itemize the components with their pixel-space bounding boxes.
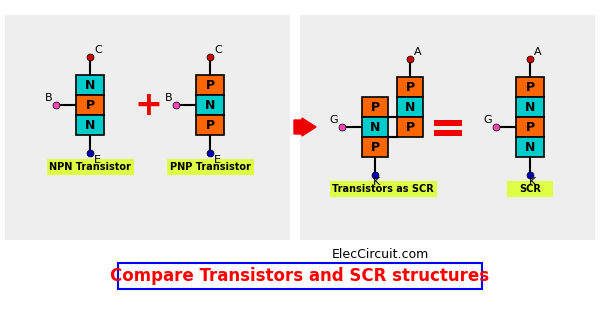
- Bar: [516, 117, 544, 137]
- Bar: [76, 95, 104, 115]
- Text: N: N: [205, 99, 215, 111]
- Bar: [362, 137, 388, 157]
- Text: K: K: [529, 177, 536, 187]
- Bar: [516, 137, 544, 157]
- Text: NPN Transistor: NPN Transistor: [49, 162, 131, 172]
- Bar: [516, 77, 544, 97]
- Text: P: P: [205, 79, 215, 91]
- Text: P: P: [85, 99, 95, 111]
- Text: K: K: [373, 177, 380, 187]
- Text: A: A: [414, 47, 422, 57]
- Text: P: P: [526, 120, 535, 134]
- Text: N: N: [370, 120, 380, 134]
- Text: N: N: [85, 118, 95, 131]
- Bar: [76, 115, 104, 135]
- Text: N: N: [405, 100, 415, 113]
- Text: N: N: [85, 79, 95, 91]
- Bar: [196, 95, 224, 115]
- FancyBboxPatch shape: [507, 181, 553, 197]
- Text: A: A: [534, 47, 542, 57]
- FancyBboxPatch shape: [167, 159, 254, 175]
- Text: P: P: [406, 120, 415, 134]
- Text: P: P: [406, 80, 415, 93]
- Text: P: P: [370, 100, 380, 113]
- Bar: [516, 97, 544, 117]
- Text: Compare Transistors and SCR structures: Compare Transistors and SCR structures: [110, 267, 490, 285]
- Bar: [397, 97, 423, 117]
- Text: B: B: [164, 93, 172, 103]
- Bar: [76, 75, 104, 95]
- Text: G: G: [484, 115, 492, 125]
- Text: SCR: SCR: [519, 184, 541, 194]
- Text: Transistors as SCR: Transistors as SCR: [332, 184, 434, 194]
- Text: N: N: [525, 100, 535, 113]
- Text: +: +: [134, 89, 162, 121]
- FancyBboxPatch shape: [329, 181, 437, 197]
- Text: P: P: [205, 118, 215, 131]
- Bar: [196, 115, 224, 135]
- FancyArrow shape: [294, 118, 316, 136]
- Text: C: C: [94, 45, 102, 55]
- Bar: [397, 117, 423, 137]
- Text: P: P: [370, 140, 380, 154]
- FancyBboxPatch shape: [47, 159, 133, 175]
- Text: E: E: [214, 155, 221, 165]
- Bar: [362, 97, 388, 117]
- Text: B: B: [44, 93, 52, 103]
- Text: E: E: [94, 155, 101, 165]
- FancyBboxPatch shape: [118, 263, 482, 289]
- Text: ElecCircuit.com: ElecCircuit.com: [331, 249, 428, 261]
- Bar: [434, 120, 462, 126]
- Text: C: C: [214, 45, 222, 55]
- Bar: [434, 130, 462, 136]
- Bar: [196, 75, 224, 95]
- Text: N: N: [525, 140, 535, 154]
- Text: PNP Transistor: PNP Transistor: [170, 162, 250, 172]
- Text: P: P: [526, 80, 535, 93]
- Bar: [397, 77, 423, 97]
- Text: G: G: [329, 115, 338, 125]
- Bar: [300, 15, 595, 240]
- Bar: [362, 117, 388, 137]
- Bar: [5, 15, 290, 240]
